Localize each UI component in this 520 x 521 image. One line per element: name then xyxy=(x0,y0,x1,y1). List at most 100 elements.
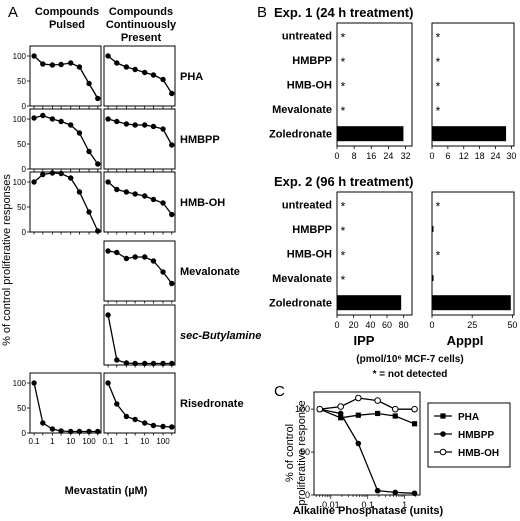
data-point xyxy=(76,428,83,435)
x-tick-label: 20 xyxy=(349,320,359,330)
data-point xyxy=(114,249,120,256)
panel-a-ylabel: % of control proliferative responses xyxy=(1,174,13,346)
x-tick-label: 0.1 xyxy=(361,500,374,510)
data-point xyxy=(123,121,130,127)
data-point xyxy=(114,118,120,125)
y-tick-label: 100 xyxy=(13,379,27,388)
data-point xyxy=(169,142,175,148)
data-point xyxy=(355,440,362,447)
data-point xyxy=(169,211,175,218)
data-point xyxy=(68,428,74,435)
y-tick-label: 50 xyxy=(300,447,310,457)
footnote: * = not detected xyxy=(373,369,448,380)
col-header-cont-3: Present xyxy=(121,32,162,44)
col-header-cont-1: Compounds xyxy=(109,6,173,18)
exp2-title: Exp. 2 (96 h treatment) xyxy=(274,174,413,189)
bar xyxy=(432,295,511,311)
data-point xyxy=(40,171,46,178)
data-point xyxy=(31,53,37,59)
data-point xyxy=(150,422,157,429)
data-point xyxy=(49,62,56,68)
bar xyxy=(432,275,434,282)
data-point xyxy=(123,189,130,195)
series-line-continuous xyxy=(107,181,173,215)
data-point xyxy=(337,410,344,417)
y-tick-label: 0 xyxy=(305,490,310,500)
not-detected-asterisk: * xyxy=(436,80,441,94)
x-tick-label: 50 xyxy=(507,320,517,330)
subplot-frame xyxy=(103,171,176,233)
data-point xyxy=(114,60,120,66)
data-point xyxy=(49,170,56,176)
y-tick-label: 0 xyxy=(22,228,27,237)
data-point xyxy=(105,179,111,185)
subplot-frame xyxy=(29,372,102,434)
subplot-frame xyxy=(103,45,176,107)
panel-letter-b: B xyxy=(257,4,267,21)
category-label: Mevalonate xyxy=(272,104,332,116)
data-point xyxy=(76,130,83,136)
row-label-4: sec-Butylamine xyxy=(180,330,261,342)
x-tick-label: 10 xyxy=(66,437,75,446)
data-point xyxy=(31,380,37,386)
subplot-frame xyxy=(29,108,102,170)
not-detected-asterisk: * xyxy=(436,104,441,118)
bar xyxy=(337,295,402,311)
data-point xyxy=(132,254,138,260)
category-label: HMBPP xyxy=(292,224,332,236)
y-tick-label: 50 xyxy=(17,203,26,212)
series-line-continuous xyxy=(107,250,173,284)
data-point xyxy=(40,112,46,119)
y-tick-label: 100 xyxy=(13,52,27,61)
data-point xyxy=(160,269,166,275)
row-label-1: HMBPP xyxy=(180,134,220,146)
data-point xyxy=(150,72,157,78)
data-point xyxy=(142,420,148,426)
y-tick-label: 50 xyxy=(17,140,26,149)
legend-marker xyxy=(440,413,446,419)
data-point xyxy=(375,410,381,417)
x-tick-label: 30 xyxy=(506,151,516,161)
row-label-3: Mevalonate xyxy=(180,266,240,278)
bar xyxy=(337,126,404,142)
x-tick-label: 12 xyxy=(459,151,469,161)
data-point xyxy=(316,405,324,413)
data-point xyxy=(169,90,175,97)
x-tick-label: 0 xyxy=(429,151,434,161)
data-point xyxy=(355,412,361,418)
data-point xyxy=(31,179,37,185)
col-header-pulsed-2: Pulsed xyxy=(49,19,85,31)
panel-c-ylabel-1: % of control xyxy=(284,424,296,482)
legend-marker xyxy=(439,448,447,456)
category-label: Mevalonate xyxy=(272,273,332,285)
not-detected-asterisk: * xyxy=(341,55,346,69)
data-point xyxy=(142,122,148,128)
x-tick-label: 0 xyxy=(334,320,339,330)
y-tick-label: 0 xyxy=(22,165,27,174)
x-tick-label: 0 xyxy=(334,151,339,161)
panel-letter-c: C xyxy=(274,383,285,400)
panel-a-xlabel: Mevastatin (µM) xyxy=(65,485,148,497)
data-point xyxy=(142,360,148,367)
data-point xyxy=(160,126,166,132)
data-point xyxy=(58,118,64,125)
series-line-pha xyxy=(319,408,415,425)
col-header-cont-2: Continuously xyxy=(106,19,177,31)
x-tick-label: 18 xyxy=(475,151,485,161)
data-point xyxy=(123,255,130,262)
not-detected-asterisk: * xyxy=(436,249,441,263)
row-label-0: PHA xyxy=(180,71,203,83)
data-point xyxy=(150,196,157,203)
data-point xyxy=(411,405,418,413)
data-point xyxy=(86,428,92,435)
y-tick-label: 100 xyxy=(13,178,27,187)
y-tick-label: 100 xyxy=(13,115,27,124)
data-point xyxy=(132,191,138,197)
bar-frame-apppi xyxy=(431,191,515,316)
x-tick-label: 1 xyxy=(402,500,407,510)
data-point xyxy=(114,186,120,193)
not-detected-asterisk: * xyxy=(436,199,441,213)
x-tick-label: 100 xyxy=(82,437,96,446)
x-tick-label: 32 xyxy=(401,151,411,161)
